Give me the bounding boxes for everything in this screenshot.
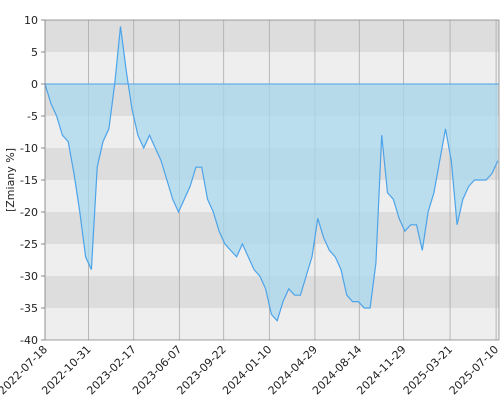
background-band — [45, 52, 499, 84]
y-tick-label: -20 — [20, 206, 38, 219]
data-line — [44, 26, 499, 322]
x-tick-label: 2025-07-10 — [447, 343, 500, 397]
y-tick-label: 10 — [24, 14, 38, 27]
y-tick-label: 0 — [31, 78, 38, 91]
y-tick-label: -30 — [20, 270, 38, 283]
y-tick-label: -15 — [20, 174, 38, 187]
y-tick-label: -25 — [20, 238, 38, 251]
y-axis-label: [Zmiany %] — [4, 148, 17, 212]
y-tick-label: -10 — [20, 142, 38, 155]
y-tick-label: -5 — [27, 110, 38, 123]
y-tick-label: 5 — [31, 46, 38, 59]
y-tick-label: -35 — [20, 302, 38, 315]
area-fill — [45, 26, 498, 321]
y-tick-label: -40 — [20, 334, 38, 347]
background-band — [45, 20, 499, 52]
plot-frame — [44, 19, 500, 341]
